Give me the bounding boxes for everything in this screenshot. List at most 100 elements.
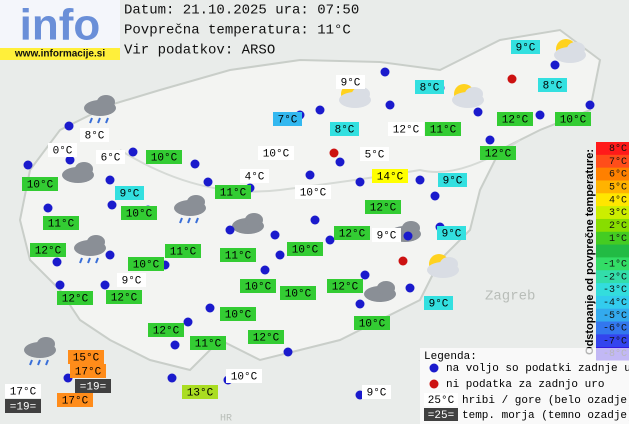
station-dot <box>355 299 365 309</box>
station-dot <box>105 250 115 260</box>
missing-dot <box>398 256 408 266</box>
station-dot <box>260 265 270 275</box>
station-temp: 17°C <box>62 395 89 407</box>
missing-dot <box>507 74 517 84</box>
scale-label: -1°C <box>603 258 627 270</box>
rain-drop <box>187 217 191 224</box>
station-temp: 17°C <box>10 386 37 398</box>
station-box <box>146 150 182 164</box>
station-temp: 15°C <box>73 352 100 364</box>
station-temp: 10°C <box>359 318 386 330</box>
station-dot <box>535 110 545 120</box>
avg-line: Povprečna temperatura: 11°C <box>124 23 351 39</box>
scale-label: -6°C <box>603 323 627 335</box>
station-dot <box>415 175 425 185</box>
station-dot <box>283 347 293 357</box>
scale-swatch <box>596 154 629 169</box>
station-box <box>327 279 363 293</box>
station-temp: 10°C <box>285 288 312 300</box>
scale-label: -3°C <box>603 284 627 296</box>
scale-label: 2°C <box>609 220 627 232</box>
station-box <box>148 323 184 337</box>
station-box <box>388 122 424 136</box>
station-temp: 5°C <box>365 149 385 161</box>
station-box <box>68 350 104 364</box>
station-temp: 11°C <box>220 187 247 199</box>
logo: info <box>20 1 101 50</box>
scale-swatch <box>596 257 629 271</box>
station-dot <box>275 250 285 260</box>
legend-missing: ni podatka za zadnjo uro <box>446 379 604 391</box>
city-label: Zagreb <box>485 289 535 305</box>
station-temp: 9°C <box>443 175 463 187</box>
station-temp: 8°C <box>335 124 355 136</box>
rain-drop <box>179 217 183 224</box>
station-box <box>5 399 41 413</box>
station-dot <box>430 191 440 201</box>
scale-label: -5°C <box>603 310 627 322</box>
station-box <box>497 112 533 126</box>
station-dot <box>310 215 320 225</box>
station-dot <box>55 280 65 290</box>
station-temp: 11°C <box>225 250 252 262</box>
color-scale: 8°C7°C6°C5°C4°C3°C2°C1°C -1°C-2°C-3°C-4°C… <box>596 142 629 361</box>
scale-swatch <box>596 283 629 297</box>
mountain-sample-box <box>424 393 458 406</box>
station-temp: 9°C <box>516 42 536 54</box>
station-dot <box>65 155 75 165</box>
sea-sample-box <box>424 408 458 421</box>
station-temp: 8°C <box>85 130 105 142</box>
station-box <box>438 173 467 187</box>
country-label: HR <box>220 414 232 424</box>
scale-swatch <box>596 142 629 156</box>
station-dot <box>385 100 395 110</box>
station-box <box>43 216 79 230</box>
station-dot <box>183 317 193 327</box>
station-box <box>354 316 390 330</box>
station-temp: 12°C <box>153 325 180 337</box>
station-box <box>215 185 251 199</box>
scale-label: -4°C <box>603 297 627 309</box>
station-dot <box>64 121 74 131</box>
station-dot <box>270 230 280 240</box>
station-box <box>480 146 516 160</box>
station-temp: 6°C <box>101 152 121 164</box>
missing-dot <box>329 148 339 158</box>
station-box <box>80 128 109 142</box>
station-dot <box>355 177 365 187</box>
station-box <box>182 385 218 399</box>
station-dot <box>325 235 335 245</box>
scale-swatch <box>596 270 629 284</box>
station-temp: 9°C <box>442 228 462 240</box>
scale-label: -2°C <box>603 271 627 283</box>
station-box <box>96 150 125 164</box>
station-dot <box>585 100 595 110</box>
scale-swatch <box>596 321 629 335</box>
scale-swatch <box>596 206 629 220</box>
station-dot <box>170 340 180 350</box>
station-dot <box>52 257 62 267</box>
station-dot <box>405 283 415 293</box>
scale-title: Odstopanje od povprečne temperature: <box>584 149 596 355</box>
station-dot <box>335 157 345 167</box>
cloud <box>87 235 105 249</box>
station-dot <box>305 170 315 180</box>
rain-drop <box>105 117 109 124</box>
station-box <box>57 393 93 407</box>
station-box <box>57 291 93 305</box>
station-dot <box>190 159 200 169</box>
scale-label: 6°C <box>609 169 627 181</box>
station-dot <box>550 60 560 70</box>
station-temp: 12°C <box>502 114 529 126</box>
station-temp: 4°C <box>245 171 265 183</box>
station-temp: 10°C <box>225 309 252 321</box>
station-dot <box>23 160 33 170</box>
station-dot <box>360 270 370 280</box>
rain-drop <box>89 117 93 124</box>
station-box <box>240 279 276 293</box>
station-box <box>5 384 41 398</box>
station-temp: 9°C <box>429 298 449 310</box>
cloud <box>187 195 205 209</box>
cloud <box>352 87 370 101</box>
